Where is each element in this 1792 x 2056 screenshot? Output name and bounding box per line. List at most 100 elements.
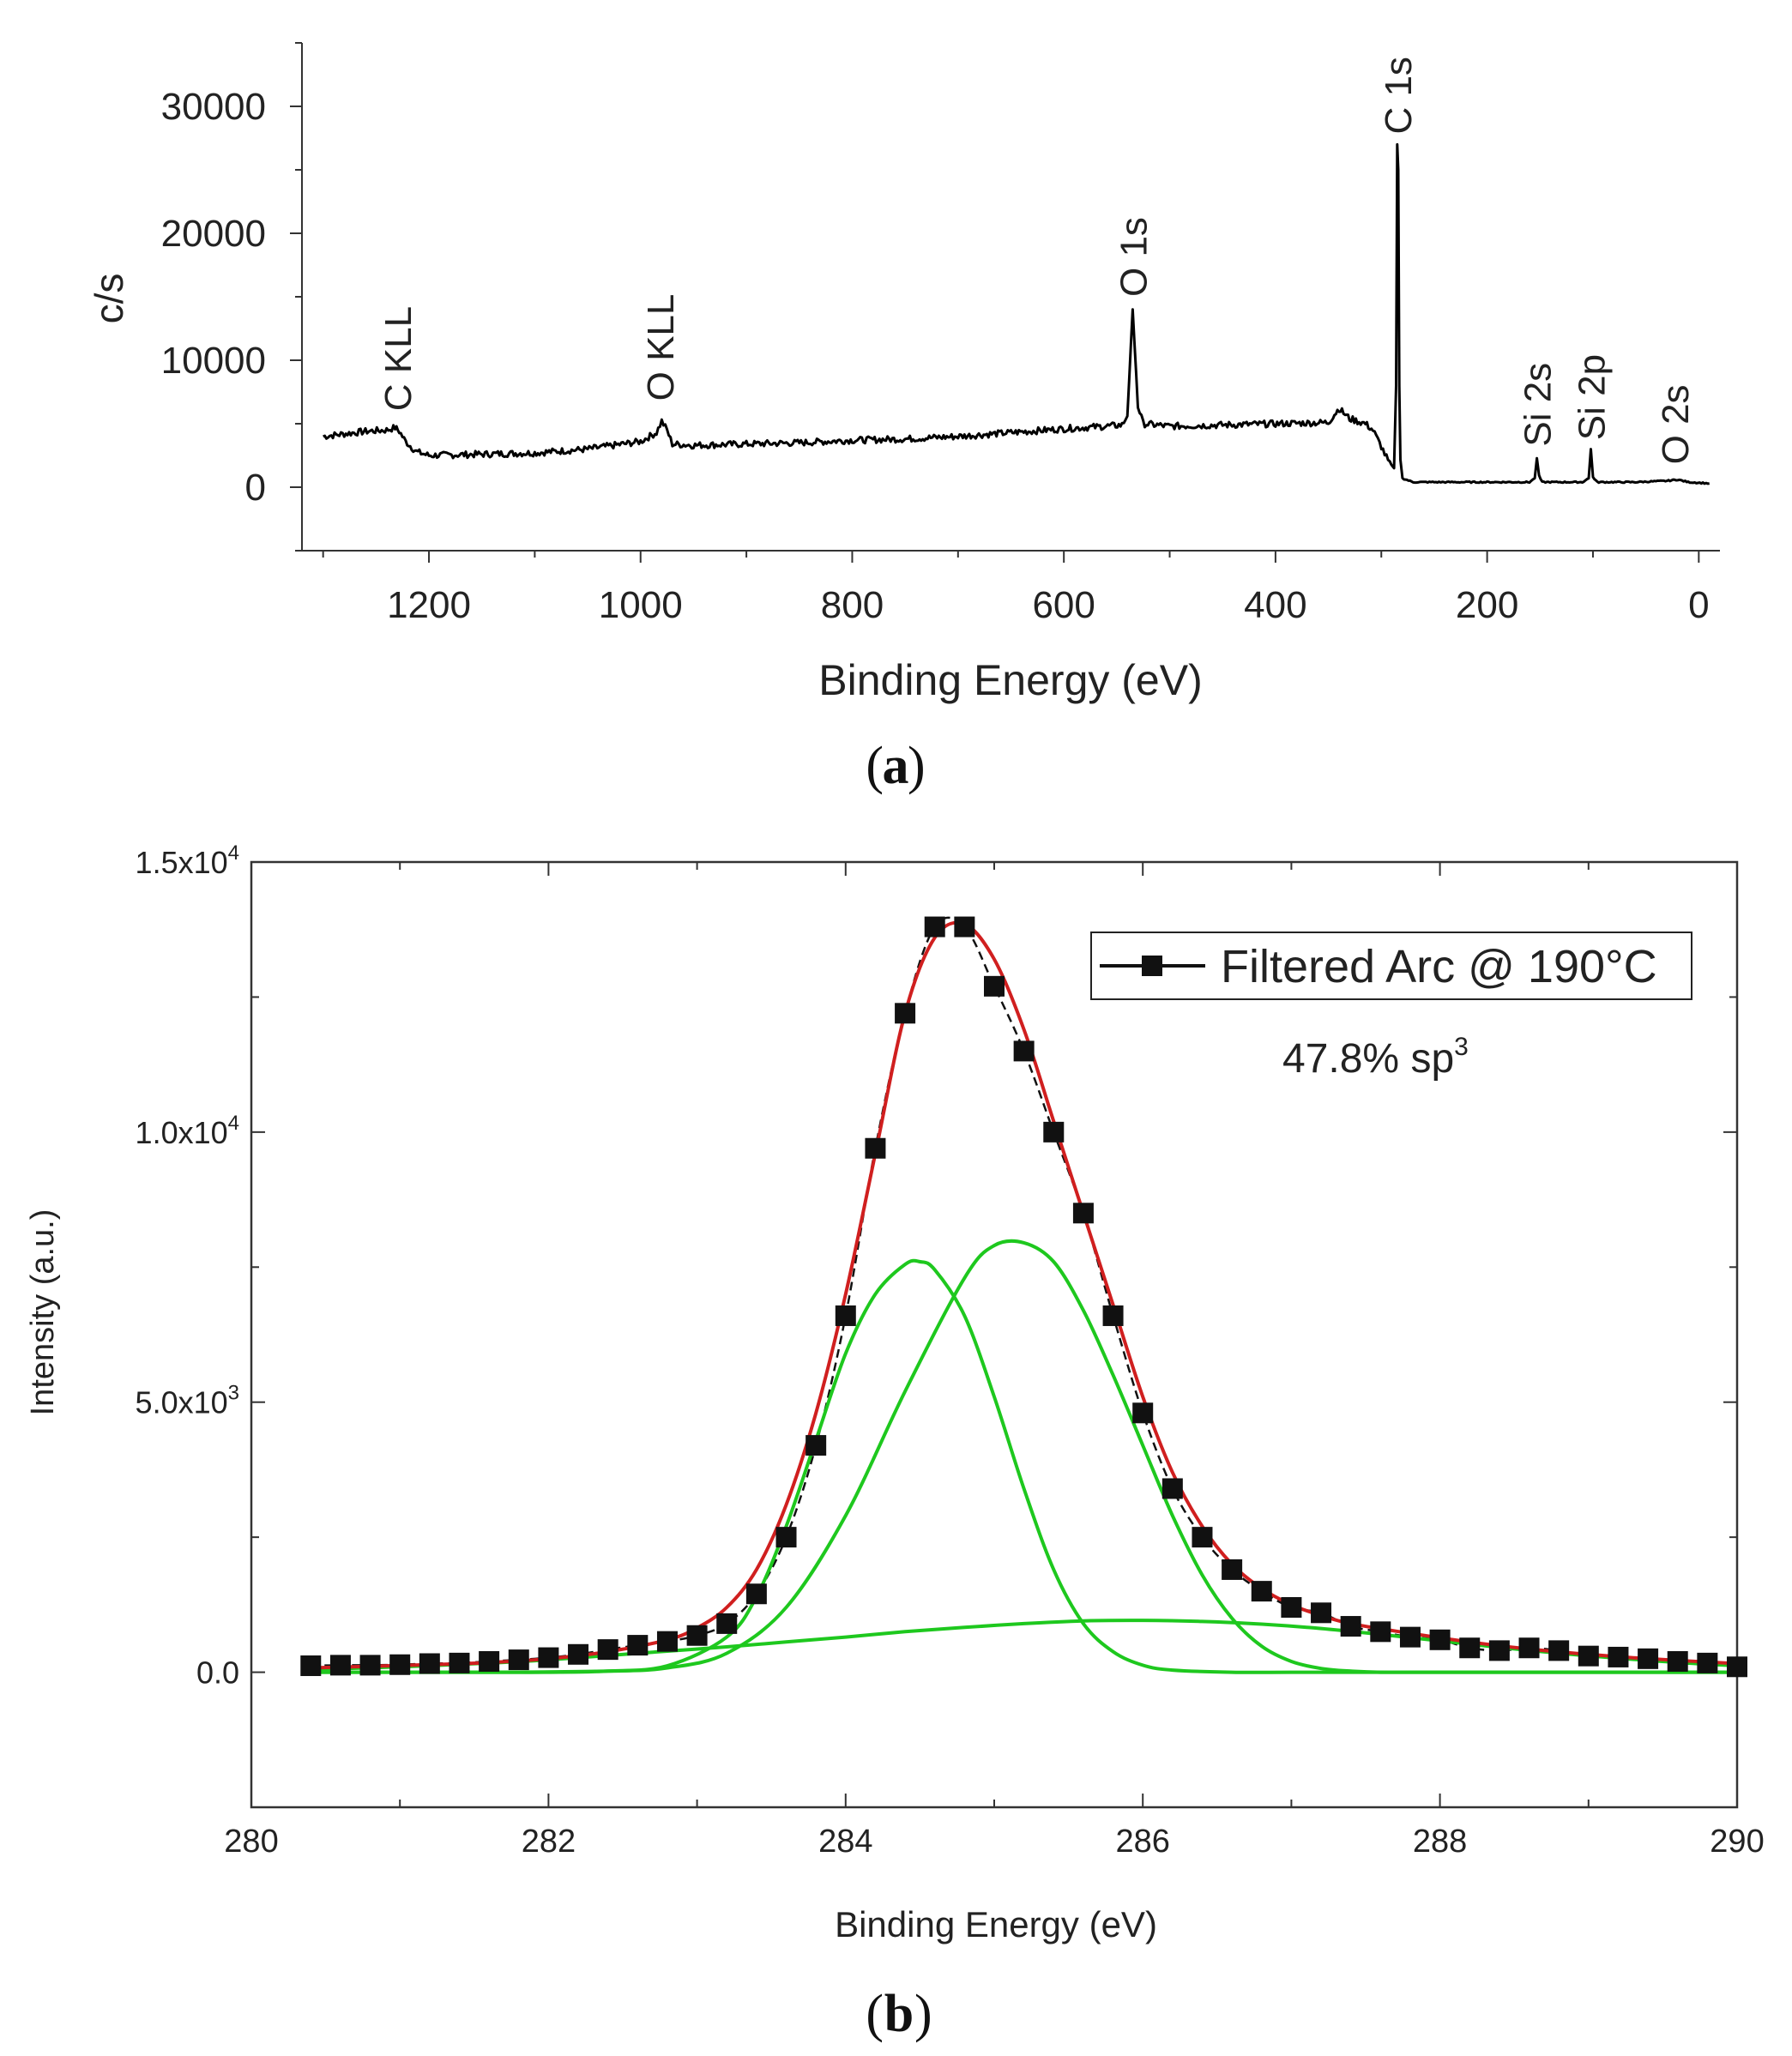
panel-a-x-tick-label: 800 (821, 584, 884, 626)
peak-label: C 1s (1378, 57, 1420, 134)
data-point-marker (1638, 1648, 1659, 1669)
peak-label: C KLL (377, 306, 419, 411)
data-point-marker (954, 916, 975, 938)
svg-text:): ) (908, 737, 926, 795)
peak-label: Si 2s (1517, 363, 1560, 447)
data-point-marker (1608, 1646, 1629, 1667)
data-point-marker (508, 1649, 529, 1671)
data-point-marker (359, 1655, 381, 1676)
peak-label: O 1s (1113, 217, 1155, 297)
data-point-marker (1548, 1640, 1570, 1661)
data-point-marker (745, 1583, 767, 1605)
data-point-marker (865, 1137, 886, 1159)
data-point-marker (419, 1653, 440, 1674)
data-point-marker (1043, 1121, 1065, 1143)
chart-panel-b: 280 282 284 286 288 290 0.0 5.0x103 1.0x104 1.5x… (25, 841, 1765, 1944)
panel-a-x-tick-label: 200 (1456, 584, 1518, 626)
data-point-marker (835, 1305, 856, 1326)
peak-label: O KLL (640, 294, 682, 401)
data-point-marker (1281, 1597, 1302, 1619)
data-point-marker (775, 1527, 797, 1548)
data-point-marker (1459, 1637, 1481, 1659)
panel-a-y-tick-label: 20000 (161, 213, 266, 255)
data-point-marker (479, 1650, 500, 1672)
data-point-marker (1072, 1203, 1094, 1224)
data-point-marker (1222, 1559, 1243, 1580)
panel-b-caption-label: b (884, 1985, 914, 2043)
data-point-marker (449, 1652, 470, 1673)
panel-b-caption: ( b ) (866, 1985, 932, 2043)
fit-envelope-curve (311, 920, 1738, 1670)
peak-label: Si 2p (1572, 354, 1614, 440)
survey-spectrum-line (323, 142, 1710, 485)
panel-a-y-axis-label: c/s (87, 274, 131, 324)
data-point-marker (1727, 1656, 1747, 1678)
data-point-marker (924, 916, 945, 938)
data-point-marker (1102, 1305, 1124, 1326)
panel-a-axes (301, 43, 1720, 552)
panel-a-x-axis-label: Binding Energy (eV) (818, 656, 1202, 704)
panel-b-x-tick-label: 286 (1115, 1824, 1169, 1860)
panel-b-y-tick-label: 5.0x103 (136, 1382, 239, 1420)
panel-b-x-axis-label: Binding Energy (eV) (835, 1904, 1157, 1944)
data-point-marker (389, 1654, 411, 1675)
panel-b-frame (250, 860, 1739, 1809)
panel-a-y-tick-label: 30000 (161, 86, 266, 128)
panel-b-x-tick-label: 288 (1413, 1824, 1467, 1860)
panel-a-y-tick-label: 0 (245, 467, 266, 509)
legend-square-marker (1142, 956, 1162, 976)
svg-text:(: ( (866, 1985, 884, 2043)
panel-a-caption-label: a (883, 737, 909, 795)
svg-text:): ) (914, 1985, 932, 2043)
panel-a-caption: ( a ) (866, 737, 925, 795)
component-peak-1-curve (311, 1258, 1737, 1674)
data-point-marker (1192, 1527, 1213, 1548)
legend: Filtered Arc @ 190°C (1090, 932, 1692, 1000)
data-point-marker (1340, 1616, 1361, 1637)
panel-b-x-tick-label: 280 (224, 1824, 278, 1860)
component-peak-2-curve (311, 1239, 1737, 1674)
svg-text:(: ( (866, 737, 884, 795)
data-point-marker (656, 1631, 678, 1652)
data-point-marker (1311, 1602, 1332, 1624)
sp3-annotation-superscript: 3 (1454, 1033, 1469, 1061)
data-point-marker (895, 1003, 916, 1024)
panel-b-y-axis-label: Intensity (a.u.) (25, 1209, 61, 1416)
panel-a-x-tick-label: 1200 (387, 584, 471, 626)
chart-panel-a: 1200 1000 800 600 400 200 0 0 10000 20000 30000 C… (87, 42, 1720, 704)
data-point-marker (1429, 1629, 1451, 1650)
data-point-marker (568, 1643, 589, 1665)
data-point-marker (1578, 1645, 1599, 1667)
peak-label: O 2s (1655, 384, 1697, 464)
data-point-marker (627, 1635, 649, 1656)
panel-b-y-tick-label: 1.5x104 (136, 841, 239, 880)
panel-a-x-tick-label: 1000 (599, 584, 683, 626)
panel-a-x-tick-label: 400 (1244, 584, 1306, 626)
data-point-marker (1667, 1650, 1688, 1672)
data-point-marker (329, 1655, 351, 1676)
data-point-marker (1518, 1637, 1540, 1659)
panel-b-y-tick-label: 0.0 (196, 1655, 239, 1691)
data-point-marker (1697, 1652, 1718, 1673)
data-point-marker (300, 1655, 322, 1677)
data-point-marker (1370, 1621, 1391, 1643)
panel-a-x-tick-label: 0 (1688, 584, 1709, 626)
data-point-marker (805, 1435, 827, 1456)
sp3-annotation-text: 47.8% sp (1282, 1036, 1454, 1082)
panel-b-x-tick-label: 290 (1710, 1824, 1764, 1860)
data-point-marker (538, 1647, 559, 1668)
data-point-marker (1488, 1640, 1510, 1661)
panel-b-x-tick-label: 282 (522, 1824, 576, 1860)
data-point-marker (1013, 1040, 1035, 1062)
legend-entry-label: Filtered Arc @ 190°C (1221, 941, 1657, 992)
sp3-percentage-annotation: 47.8% sp3 (1282, 1033, 1469, 1082)
panel-b-y-tick-label: 1.0x104 (136, 1112, 239, 1150)
data-point-marker (1399, 1626, 1421, 1648)
data-point-marker (1161, 1478, 1183, 1499)
data-point-marker (1251, 1581, 1272, 1602)
data-point-marker (716, 1613, 738, 1634)
data-point-marker (1132, 1402, 1154, 1424)
panel-a-x-tick-label: 600 (1032, 584, 1095, 626)
data-point-marker (597, 1639, 618, 1661)
